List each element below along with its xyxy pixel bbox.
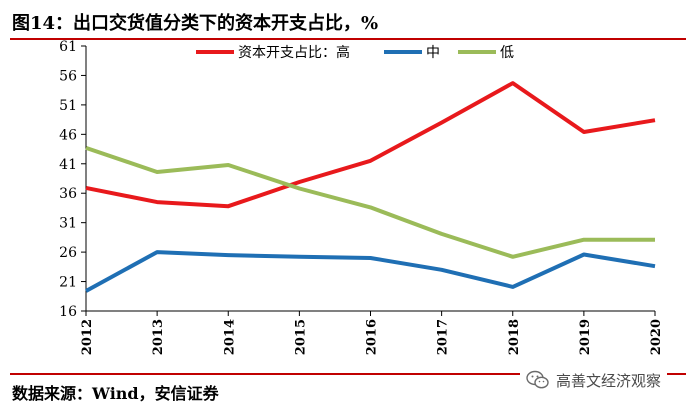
wechat-logo-icon [526,370,549,389]
y-tick-label: 41 [59,157,77,173]
legend: 资本开支占比：高 中 低 [196,44,514,61]
chart-area: 16 21 26 31 36 41 46 51 56 61 2012 2013 2014 2015 2016… [0,38,693,373]
watermark: 高善文经济观察 [520,366,668,394]
x-tick-label: 2015 [293,319,308,355]
figure-title: 图14：出口交货值分类下的资本开支占比，% [12,13,379,34]
x-tick-label: 2018 [507,319,522,355]
x-tick-label: 2017 [436,319,451,355]
axes: 16 21 26 31 36 41 46 51 56 61 2012 2013 2014 2015 2016… [59,39,664,355]
y-tick-label: 36 [59,186,77,202]
series-line-2 [85,146,655,259]
y-tick-label: 51 [59,98,77,114]
y-tick-label: 31 [59,216,77,232]
y-tick-label: 61 [59,39,77,55]
y-tick-label: 46 [59,127,77,143]
line-chart: 16 21 26 31 36 41 46 51 56 61 2012 2013 2014 2015 2016… [59,39,664,355]
footer-divider [10,373,686,375]
series-line-0 [85,81,656,209]
x-tick-label: 2020 [649,319,664,355]
y-tick-label: 16 [59,304,77,320]
y-tick-label: 56 [59,68,77,84]
legend-label: 中 [426,45,440,61]
y-tick-label: 26 [59,245,77,261]
y-tick-label: 21 [59,275,77,291]
x-tick-label: 2014 [222,319,237,355]
x-tick-label: 2016 [365,319,380,355]
x-tick-label: 2019 [578,319,593,355]
watermark-text: 高善文经济观察 [556,371,662,390]
x-tick-label: 2013 [151,319,166,355]
series-layer [85,81,656,293]
legend-label: 低 [500,45,514,61]
data-source: 数据来源：Wind，安信证券 [12,384,219,403]
x-tick-label: 2012 [80,319,95,355]
legend-label: 资本开支占比：高 [238,44,350,61]
series-line-1 [85,250,656,293]
title-bar: 图14：出口交货值分类下的资本开支占比，% [10,6,686,40]
